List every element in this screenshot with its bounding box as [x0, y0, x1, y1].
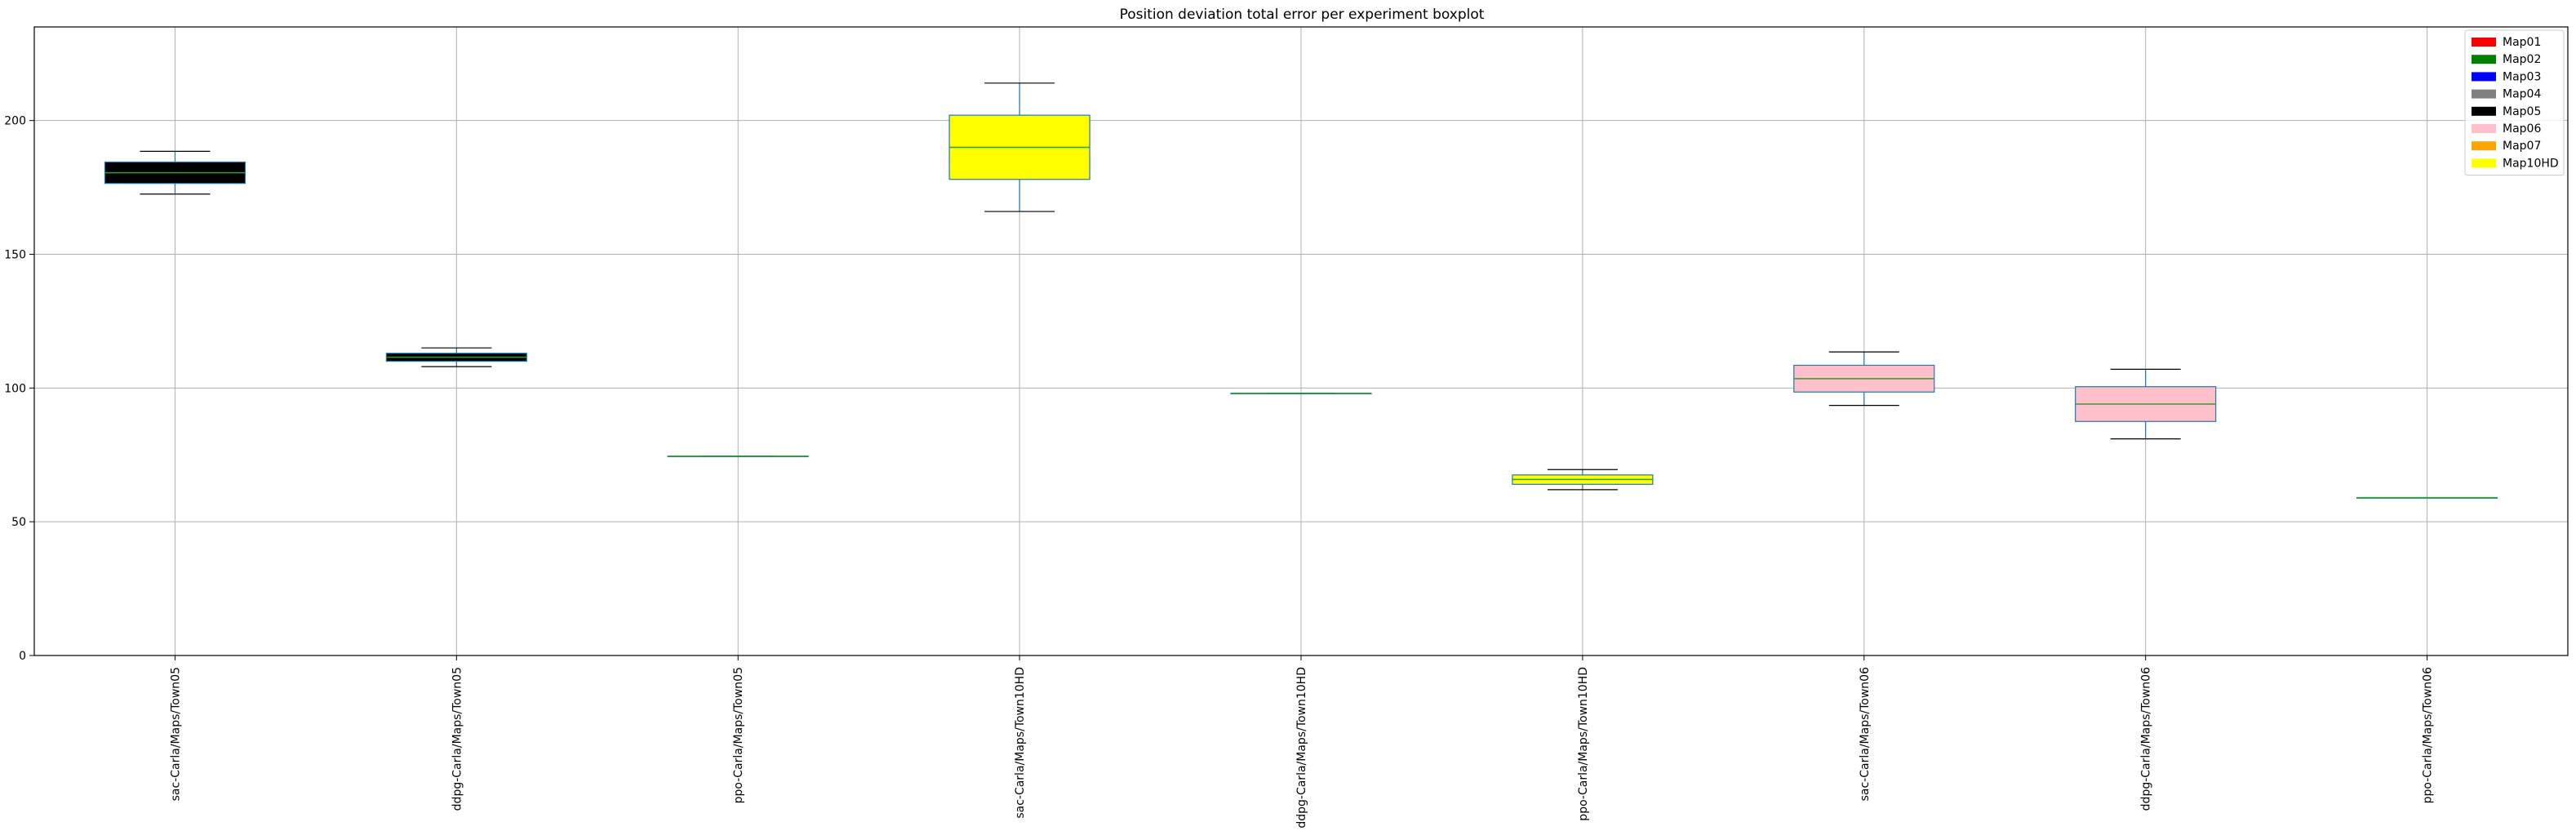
- x-tick-label: ppo-Carla/Maps/Town05: [732, 667, 745, 803]
- x-axis: sac-Carla/Maps/Town05 ddpg-Carla/Maps/Tow…: [169, 655, 2435, 829]
- y-tick-label: 200: [4, 115, 26, 128]
- legend-label: Map01: [2503, 36, 2541, 49]
- x-tick-label: ddpg-Carla/Maps/Town05: [451, 667, 464, 811]
- legend-swatch: [2472, 124, 2496, 133]
- grid-lines: [34, 27, 2568, 656]
- x-tick-label: sac-Carla/Maps/Town10HD: [1014, 667, 1027, 819]
- box-2: [385, 347, 527, 367]
- box-5: [1230, 393, 1372, 395]
- box-9: [2356, 496, 2498, 499]
- chart-title: Position deviation total error per exper…: [1120, 7, 1485, 23]
- legend-swatch: [2472, 141, 2496, 151]
- box-6: [1512, 469, 1654, 491]
- legend-label: Map02: [2503, 53, 2541, 66]
- box-4: [948, 82, 1090, 212]
- x-tick-label: ddpg-Carla/Maps/Town06: [2140, 667, 2153, 811]
- box-3: [667, 455, 809, 458]
- box-1: [104, 150, 246, 195]
- x-tick-label: ddpg-Carla/Maps/Town10HD: [1295, 667, 1308, 829]
- legend-label: Map05: [2503, 105, 2541, 118]
- y-tick-label: 0: [19, 650, 26, 663]
- legend: Map01 Map02 Map03 Map04 Map05 Map06 Map07 Map10…: [2464, 29, 2565, 176]
- legend-swatch: [2472, 89, 2496, 99]
- legend-swatch: [2472, 38, 2496, 47]
- x-tick-label: sac-Carla/Maps/Town05: [169, 667, 182, 801]
- legend-label: Map07: [2503, 140, 2541, 153]
- legend-swatch: [2472, 55, 2496, 64]
- legend-swatch: [2472, 106, 2496, 116]
- legend-label: Map06: [2503, 122, 2541, 136]
- legend-label: Map03: [2503, 70, 2541, 83]
- box-7: [1793, 351, 1935, 407]
- y-axis: 0 50 100 150 200: [4, 115, 34, 663]
- box-8: [2075, 368, 2217, 440]
- box-series: [104, 82, 2498, 499]
- legend-swatch: [2472, 72, 2496, 82]
- x-tick-label: ppo-Carla/Maps/Town06: [2422, 667, 2435, 803]
- legend-frame: [2464, 29, 2565, 176]
- x-tick-label: sac-Carla/Maps/Town06: [1859, 667, 1872, 801]
- y-tick-label: 50: [11, 516, 26, 529]
- legend-swatch: [2472, 158, 2496, 168]
- legend-label: Map10HD: [2503, 157, 2559, 170]
- legend-label: Map04: [2503, 88, 2541, 101]
- y-tick-label: 150: [4, 249, 26, 262]
- x-tick-label: ppo-Carla/Maps/Town10HD: [1577, 667, 1590, 821]
- y-tick-label: 100: [4, 382, 26, 395]
